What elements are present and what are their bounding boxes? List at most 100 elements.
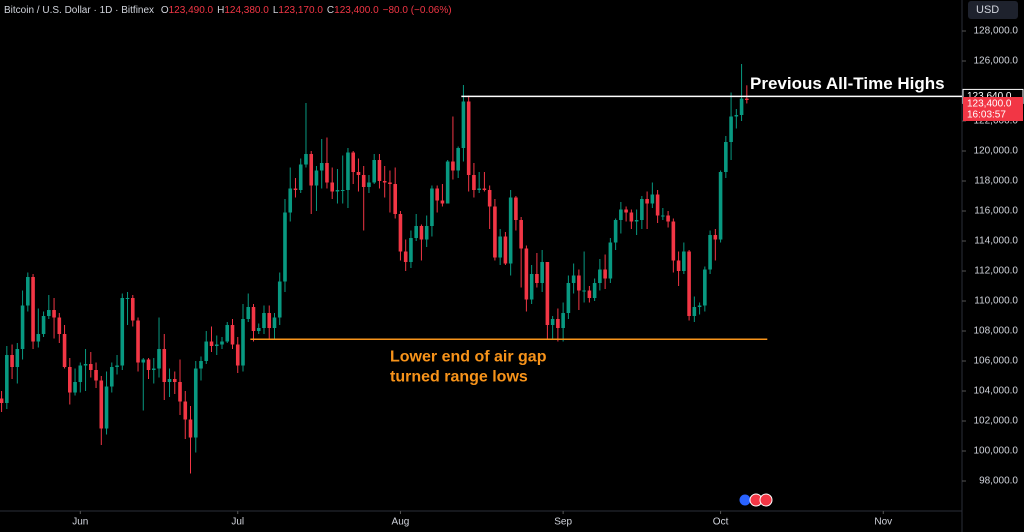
x-tick-label: Jul xyxy=(231,517,244,528)
price-label-box xyxy=(963,97,1023,122)
candle-body xyxy=(440,200,445,204)
candle-body xyxy=(193,368,198,438)
candle-body xyxy=(619,209,623,221)
candle-body xyxy=(136,320,140,363)
ohlc-key: O xyxy=(161,5,169,16)
candle-body xyxy=(183,401,188,420)
y-tick-label: 110,000.0 xyxy=(974,296,1018,307)
candle-body xyxy=(120,298,125,366)
candle-body xyxy=(493,206,497,258)
price-label: 123,640.0 xyxy=(967,91,1012,102)
candle-body xyxy=(613,220,618,243)
event-icons[interactable] xyxy=(738,493,773,507)
candle-body xyxy=(409,238,413,263)
candle-body xyxy=(430,188,434,227)
candle-body xyxy=(503,236,508,264)
candle-body xyxy=(708,235,712,270)
y-tick-label: 106,000.0 xyxy=(974,356,1019,367)
candle-body xyxy=(78,365,83,383)
candle-body xyxy=(335,190,340,192)
chart-header: Bitcoin / U.S. Dollar · 1D · Bitfinex O1… xyxy=(4,5,452,16)
candle-body xyxy=(445,161,450,204)
candle-body xyxy=(634,220,639,222)
countdown: 16:03:57 xyxy=(967,110,1006,121)
candle-body xyxy=(199,361,203,369)
y-tick-label: 116,000.0 xyxy=(974,206,1018,217)
candle-body xyxy=(692,307,697,317)
candle-body xyxy=(734,115,739,117)
event-icon[interactable] xyxy=(738,493,752,507)
x-tick-label: Sep xyxy=(554,517,572,528)
candle-body xyxy=(325,163,329,183)
candle-body xyxy=(304,154,308,165)
candle-body xyxy=(172,379,177,383)
price-label: 123,400.0 xyxy=(967,99,1012,110)
x-tick-label: Jun xyxy=(72,517,88,528)
candle-body xyxy=(382,181,387,183)
event-icon[interactable] xyxy=(759,493,773,507)
candle-body xyxy=(671,221,676,261)
candle-body xyxy=(104,386,109,429)
candle-body xyxy=(57,317,62,335)
candle-body xyxy=(577,275,581,291)
y-tick-label: 120,000.0 xyxy=(974,146,1019,157)
candle-body xyxy=(739,98,744,116)
candle-body xyxy=(277,281,282,318)
candle-body xyxy=(498,236,502,258)
candle-body xyxy=(272,317,277,329)
candle-body xyxy=(655,194,660,216)
candle-body xyxy=(309,154,314,186)
candle-body xyxy=(377,160,382,182)
candle-body xyxy=(267,313,272,329)
y-tick-label: 104,000.0 xyxy=(974,386,1019,397)
y-tick-label: 112,000.0 xyxy=(974,266,1018,277)
currency-box[interactable] xyxy=(968,1,1018,19)
candle-body xyxy=(15,349,20,368)
candle-body xyxy=(388,182,392,185)
candle-body xyxy=(298,164,303,191)
candle-body xyxy=(151,368,156,371)
candle-body xyxy=(603,269,607,279)
currency[interactable]: USD xyxy=(976,4,999,16)
candle-body xyxy=(703,269,707,306)
y-tick-label: 114,000.0 xyxy=(974,236,1018,247)
candle-body xyxy=(482,188,487,191)
candle-body xyxy=(372,160,376,183)
candle-body xyxy=(540,262,544,284)
candle-body xyxy=(94,370,98,381)
candle-body xyxy=(346,152,350,191)
candle-body xyxy=(0,398,4,404)
candle-body xyxy=(83,364,88,366)
candle-body xyxy=(666,215,670,222)
change: −80.0 (−0.06%) xyxy=(383,5,452,16)
y-tick-label: 122,000.0 xyxy=(974,116,1019,127)
y-tick-label: 128,000.0 xyxy=(974,26,1019,37)
candle-body xyxy=(514,197,518,221)
ohlc-value: 123,400.0 xyxy=(334,5,379,16)
candle-body xyxy=(456,148,460,171)
candle-body xyxy=(73,382,77,393)
level-label: turned range lows xyxy=(390,368,528,385)
candle-body xyxy=(256,328,261,332)
candle-body xyxy=(109,367,114,387)
candle-body xyxy=(283,212,287,282)
ohlc-value: 124,380.0 xyxy=(224,5,269,16)
candle-body xyxy=(535,274,539,284)
ohlc-key: C xyxy=(327,5,334,16)
candle-body xyxy=(598,269,602,284)
candle-body xyxy=(466,101,471,176)
y-tick-label: 102,000.0 xyxy=(974,416,1019,427)
candle-body xyxy=(451,161,455,171)
candle-body xyxy=(167,379,172,383)
candle-body xyxy=(687,251,691,317)
candle-body xyxy=(88,364,93,371)
level-label: Lower end of air gap xyxy=(390,348,547,365)
candle-body xyxy=(724,142,728,173)
candle-body xyxy=(99,380,104,429)
x-tick-label: Aug xyxy=(392,517,410,528)
candle-body xyxy=(729,116,733,143)
y-tick-label: 118,000.0 xyxy=(974,176,1018,187)
candle-body xyxy=(115,365,119,368)
candle-body xyxy=(367,182,371,188)
candle-body xyxy=(225,325,230,342)
